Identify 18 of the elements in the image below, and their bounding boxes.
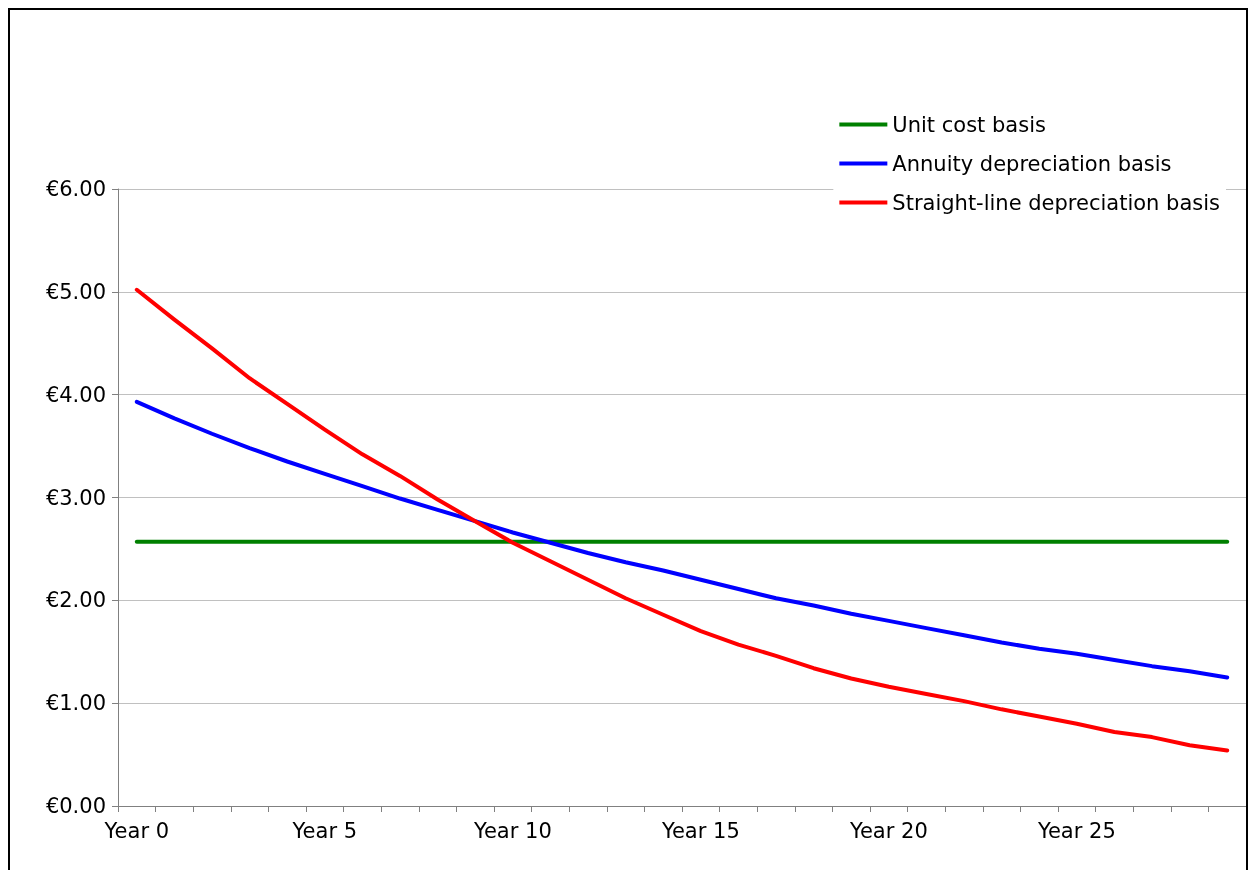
x-tick-label: Year 25 [1036,818,1116,843]
x-tick-label: Year 20 [848,818,928,843]
legend-label: Unit cost basis [892,112,1046,137]
legend-label: Straight-line depreciation basis [892,190,1221,215]
x-tick-label: Year 10 [472,818,552,843]
y-tick-label: €4.00 [45,382,106,407]
y-tick-label: €1.00 [45,691,106,716]
legend-label: Annuity depreciation basis [892,151,1172,176]
line-series [134,399,1230,680]
y-tick-label: €2.00 [45,588,106,613]
x-tick-label: Year 5 [291,818,358,843]
x-tick-label: Year 15 [660,818,740,843]
y-tick-label: €3.00 [45,485,106,510]
y-tick-label: €5.00 [45,279,106,304]
x-tick-label: Year 0 [103,818,170,843]
y-tick-label: €0.00 [45,794,106,818]
y-tick-label: €6.00 [45,177,106,201]
line-series [134,287,1230,753]
